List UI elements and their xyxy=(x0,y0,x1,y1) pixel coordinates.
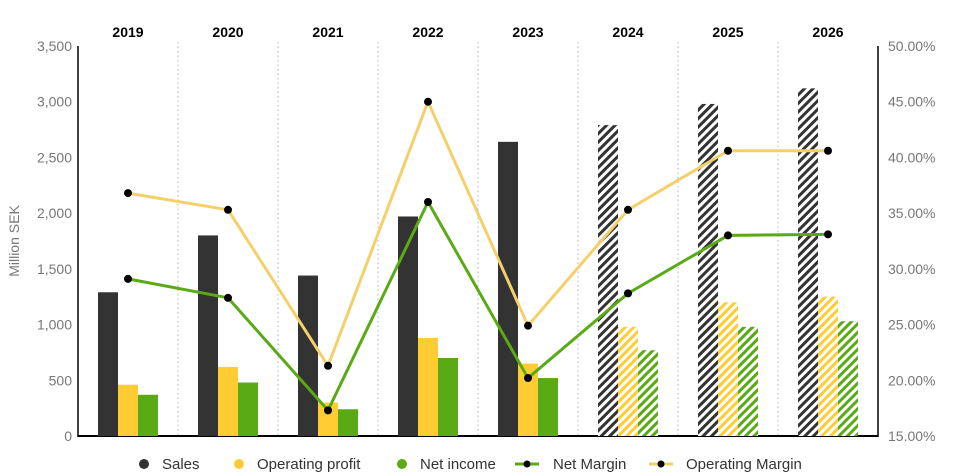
legend-item-sales: Sales xyxy=(139,456,200,473)
point-net-margin xyxy=(324,406,332,415)
x-category-label: 2022 xyxy=(412,24,443,40)
bar-operating-profit xyxy=(318,402,338,436)
point-net-margin xyxy=(424,198,432,206)
axes: 0 500 1,000 1,500 2,000 2,500 3,000 3,500 15.00%… xyxy=(6,24,935,444)
bar-operating-profit xyxy=(818,296,838,436)
point-net-margin xyxy=(524,374,532,383)
bar-sales xyxy=(298,275,318,436)
legend-label: Net income xyxy=(420,456,496,473)
y2-tick-label: 45.00% xyxy=(888,94,935,110)
x-category-label: 2024 xyxy=(612,24,643,40)
bar-sales xyxy=(598,125,618,436)
point-operating-margin xyxy=(124,189,132,198)
legend-label: Operating profit xyxy=(257,456,361,473)
y-tick-label: 1,500 xyxy=(37,261,72,277)
y2-tick-label: 50.00% xyxy=(888,38,935,54)
bar-net-income xyxy=(338,409,358,436)
legend-label: Sales xyxy=(162,456,200,473)
point-operating-margin xyxy=(724,146,732,155)
y2-tick-label: 40.00% xyxy=(888,149,935,165)
x-category-label: 2019 xyxy=(112,24,143,40)
y2-tick-label: 35.00% xyxy=(888,205,935,221)
bar-operating-profit xyxy=(118,384,138,436)
legend-marker xyxy=(657,460,665,468)
legend: Sales Operating profit Net income Net Margi… xyxy=(139,456,802,473)
bar-net-income xyxy=(138,394,158,436)
legend-marker xyxy=(234,459,244,469)
y-tick-label: 3,500 xyxy=(37,38,72,54)
legend-marker xyxy=(139,459,149,469)
bar-operating-profit xyxy=(718,302,738,436)
legend-item-operating-margin: Operating Margin xyxy=(649,456,802,473)
x-category-label: 2021 xyxy=(312,24,343,40)
bar-net-income xyxy=(538,378,558,436)
point-net-margin xyxy=(724,231,732,240)
point-operating-margin xyxy=(824,146,832,155)
bar-net-income xyxy=(438,358,458,436)
legend-marker xyxy=(523,460,531,468)
x-category-label: 2026 xyxy=(812,24,843,40)
line-net-margin xyxy=(127,200,829,412)
point-net-margin xyxy=(124,274,132,283)
point-operating-margin xyxy=(324,361,332,370)
y-tick-label: 1,000 xyxy=(37,317,72,333)
y2-tick-label: 30.00% xyxy=(888,261,935,277)
point-net-margin xyxy=(624,289,632,298)
bar-net-income xyxy=(738,326,758,436)
bar-sales xyxy=(498,141,518,437)
x-category-label: 2020 xyxy=(212,24,243,40)
point-operating-margin xyxy=(524,321,532,330)
bar-sales xyxy=(698,103,718,436)
bars xyxy=(98,88,858,437)
bar-sales xyxy=(398,216,418,436)
bar-operating-profit xyxy=(518,363,538,436)
y2-tick-label: 25.00% xyxy=(888,317,935,333)
bar-operating-profit xyxy=(218,366,238,436)
x-category-label: 2025 xyxy=(712,24,743,40)
bar-operating-profit xyxy=(418,337,438,436)
bar-sales xyxy=(198,235,218,436)
bar-net-income xyxy=(238,382,258,436)
legend-label: Operating Margin xyxy=(686,456,802,473)
y-axis-title: Million SEK xyxy=(6,205,22,277)
bar-operating-profit xyxy=(618,326,638,436)
y2-tick-label: 15.00% xyxy=(888,428,935,444)
y-tick-label: 500 xyxy=(49,372,73,388)
legend-item-net-income: Net income xyxy=(397,456,496,473)
bar-net-income xyxy=(638,350,658,436)
line-operating-margin xyxy=(127,100,828,368)
legend-marker xyxy=(397,459,407,469)
bar-sales xyxy=(98,292,118,436)
y-tick-label: 2,000 xyxy=(37,205,72,221)
grid-lines xyxy=(177,42,779,436)
legend-item-net-margin: Net Margin xyxy=(515,456,626,473)
point-operating-margin xyxy=(424,97,432,106)
legend-label: Net Margin xyxy=(553,456,626,473)
point-operating-margin xyxy=(224,205,232,214)
y-tick-label: 2,500 xyxy=(37,149,72,165)
point-operating-margin xyxy=(624,205,632,214)
bar-sales xyxy=(798,88,818,436)
legend-item-operating-profit: Operating profit xyxy=(234,456,361,473)
margin-lines xyxy=(124,97,832,415)
y-tick-label: 0 xyxy=(64,428,72,444)
bar-net-income xyxy=(838,321,858,436)
point-net-margin xyxy=(224,293,232,302)
y2-tick-label: 20.00% xyxy=(888,372,935,388)
point-net-margin xyxy=(824,230,832,239)
y-tick-label: 3,000 xyxy=(37,94,72,110)
x-category-label: 2023 xyxy=(512,24,543,40)
